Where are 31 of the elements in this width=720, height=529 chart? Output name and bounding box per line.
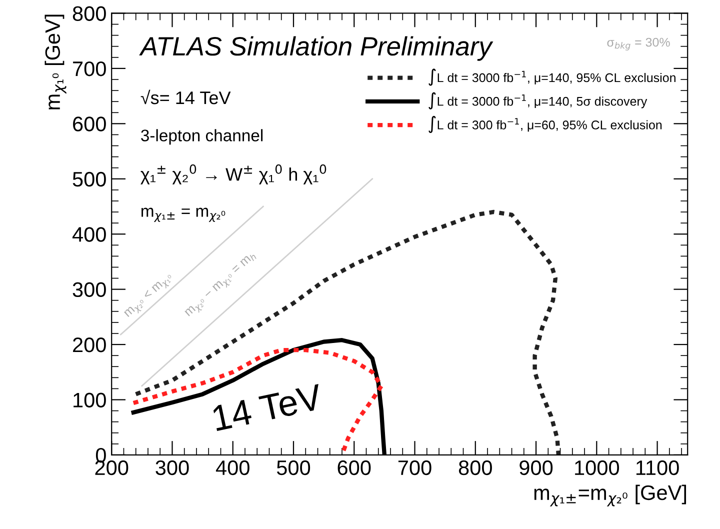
annotation: √s= 14 TeV bbox=[140, 90, 231, 104]
x-tick-label: 800 bbox=[458, 460, 492, 476]
x-tick-label: 900 bbox=[520, 460, 553, 476]
x-tick-label: 300 bbox=[156, 460, 189, 476]
annotation: m$_{χ₁±}$ = m$_{χ₂⁰}$ bbox=[142, 208, 226, 222]
x-tick-label: 700 bbox=[398, 460, 432, 476]
y-tick-label: 400 bbox=[72, 227, 106, 242]
y-tick-label: 600 bbox=[73, 116, 106, 132]
y-tick-label: 500 bbox=[72, 172, 106, 187]
annotation: 3-lepton channel bbox=[141, 129, 263, 145]
annotation: m$_{χ₂⁰}$ − m$_{χ₁⁰}$ = m$_{h}$ bbox=[184, 252, 258, 320]
legend-label: ∫L dt = 3000 fb$^{−1}$, μ=140, 5σ discovery bbox=[428, 92, 648, 110]
y-tick-label: 700 bbox=[73, 61, 106, 76]
y-tick-label: 300 bbox=[72, 282, 106, 298]
y-tick-label: 200 bbox=[73, 338, 106, 352]
legend-label: ∫L dt = 3000 fb$^{−1}$, μ=140, 95% CL exclusion bbox=[428, 68, 676, 86]
annotation: m$_{χ₂⁰}$ < m$_{χ₁⁰}$ bbox=[124, 272, 175, 320]
text: χ₁$^{±}$ χ₂$^{0}$ → W$^{±}$ χ₁$^{0}$ h χ₁$^{0}$ bbox=[140, 164, 326, 184]
x-axis-title: m$_{χ₁±}$=m$_{χ₂⁰}$ [GeV] bbox=[534, 484, 686, 506]
y-tick-label: 800 bbox=[72, 6, 106, 21]
x-tick-label: 400 bbox=[216, 460, 250, 476]
legend-label: ∫L dt = 300 fb$^{−1}$, μ=60, 95% CL exclusion bbox=[428, 116, 662, 134]
x-tick-label: 1100 bbox=[636, 460, 679, 476]
annotation: σ$_{bkg}$ = 30% bbox=[607, 38, 670, 50]
annotation: 14 TeV bbox=[212, 384, 324, 432]
text: ATLAS Simulation Preliminary bbox=[139, 36, 494, 61]
y-tick-label: 100 bbox=[74, 392, 106, 408]
x-tick-label: 500 bbox=[276, 460, 310, 476]
x-tick-label: 600 bbox=[338, 460, 371, 476]
x-tick-label: 1000 bbox=[575, 460, 620, 476]
y-axis-title: m$_{χ₁⁰}$ [GeV] bbox=[44, 14, 66, 110]
